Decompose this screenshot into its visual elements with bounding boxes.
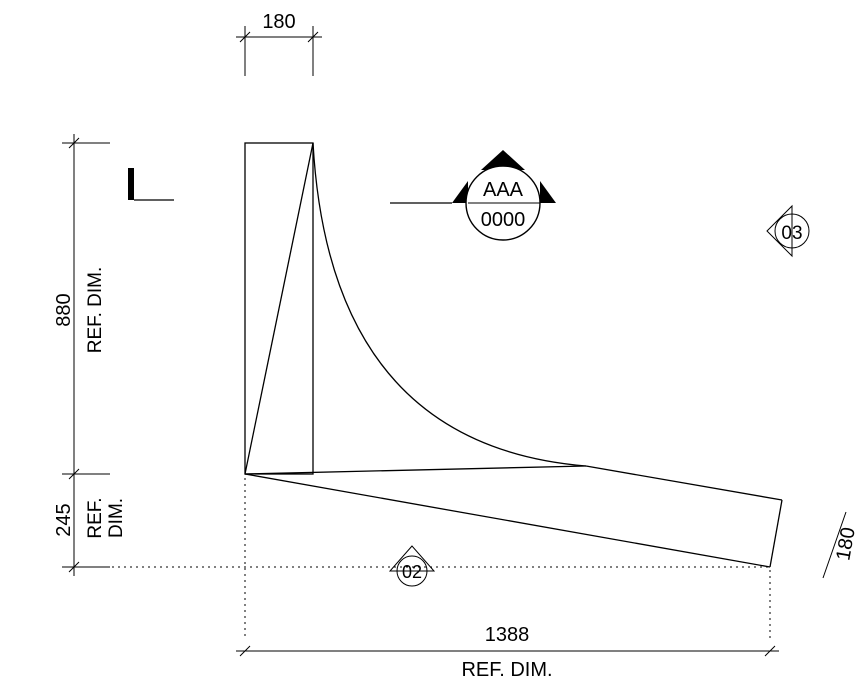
lower-slope-line [244, 473, 771, 568]
top-dimension-value: 180 [262, 11, 295, 33]
flange-diagonal [244, 142, 314, 475]
left-lower-value: 245 [53, 503, 75, 536]
right-edge-value: 180 [832, 526, 855, 563]
bottom-dimension-value: 1388 [485, 624, 530, 646]
extension-lines [112, 478, 771, 640]
concave-arc [312, 142, 587, 467]
upper-slope-line [585, 465, 783, 501]
section-marker-top: AAA [483, 179, 524, 201]
section-marker-arrow-left [452, 181, 468, 203]
view-marker-03-label: 03 [781, 223, 802, 244]
left-dimension: 880 REF. DIM. 245 REF. DIM. [53, 134, 127, 576]
inner-base-line [244, 465, 587, 475]
section-marker: AAA 0000 [390, 150, 556, 241]
end-edge-line [769, 499, 783, 568]
right-edge-dimension: 180 [822, 511, 855, 579]
vertical-flange [244, 142, 314, 475]
section-cut-bracket [128, 168, 134, 200]
bottom-dimension-ref: REF. DIM. [461, 659, 552, 681]
section-marker-arrow-top [481, 150, 525, 170]
view-marker-02: 02 [388, 545, 436, 587]
section-marker-arrow-right [540, 181, 556, 203]
bottom-dimension: 1388 REF. DIM. [236, 624, 779, 681]
section-cut-symbol [128, 168, 174, 201]
left-upper-ref: REF. DIM. [85, 267, 106, 354]
left-lower-ref-line2: DIM. [106, 498, 127, 538]
view-marker-02-label: 02 [402, 562, 422, 582]
view-marker-03: 03 [766, 204, 810, 258]
left-lower-ref-line1: REF. [85, 497, 106, 538]
part-outline [244, 142, 783, 568]
section-marker-bottom: 0000 [481, 209, 526, 231]
top-dimension: 180 [236, 11, 322, 76]
left-upper-value: 880 [53, 293, 75, 326]
